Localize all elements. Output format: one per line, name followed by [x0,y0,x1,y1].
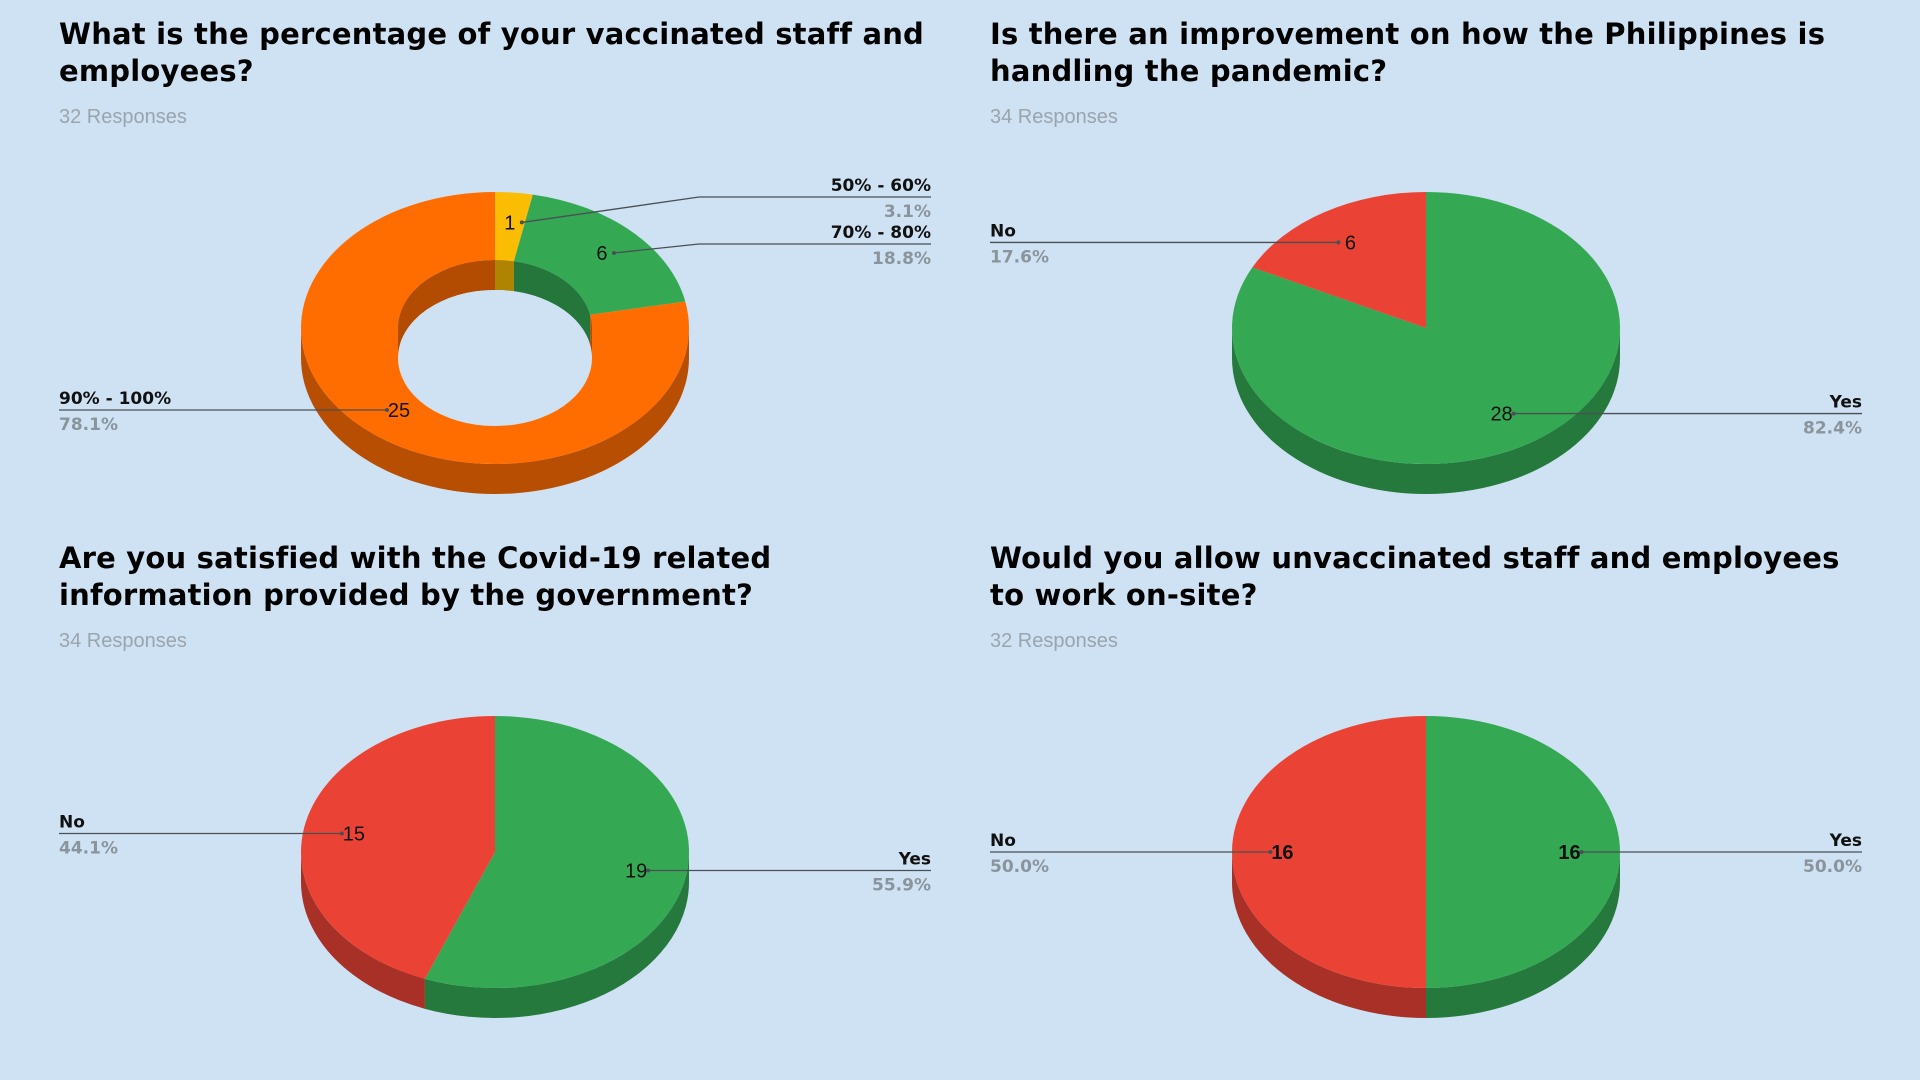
category-label: 50% - 60% [831,176,931,196]
responses-count: 32 Responses [990,630,1118,652]
responses-count: 34 Responses [990,106,1118,128]
value-label: 1 [504,212,515,234]
category-label: 70% - 80% [831,223,931,243]
chart-panel-satisfied-info: Are you satisfied with the Covid-19 rela… [59,540,959,1040]
value-label: 6 [596,243,607,265]
leader-dot [339,831,344,836]
value-label: 16 [1558,842,1580,864]
slice-side-yes [1232,328,1620,494]
slice-inner-wall-50-60 [495,260,514,292]
category-label: Yes [1829,831,1862,851]
pie-chart: 16 Yes 50.0% 16 No 50.0% [990,716,1862,1018]
slice-no [300,716,495,979]
slice-90-100 [301,192,690,464]
responses-count: 32 Responses [59,106,187,128]
value-label: 19 [625,860,647,882]
percent-label: 55.9% [872,875,931,895]
slice-no [1252,192,1426,328]
leader-line [521,196,931,224]
percent-label: 3.1% [884,202,931,222]
category-label: Yes [898,849,931,869]
leader-dot [646,868,651,873]
responses-count: 34 Responses [59,630,187,652]
slice-side-no [1232,852,1426,1018]
value-label: 16 [1271,842,1293,864]
leader-dot [385,408,390,413]
slice-50-60 [495,192,533,262]
value-label: 6 [1345,232,1356,254]
slice-inner-wall-70-80 [513,261,591,345]
slice-side-no [301,852,425,1009]
chart-title: What is the percentage of your vaccinate… [59,17,925,88]
slice-no [1232,716,1426,988]
percent-label: 17.6% [990,247,1049,267]
donut-hole [398,290,592,426]
slice-yes [1426,716,1620,988]
category-label: No [990,831,1016,851]
donut-chart: 1 50% - 60% 3.1% 6 70% - 80% 18.8% 25 90% - 100… [59,176,931,494]
percent-label: 78.1% [59,415,118,435]
percent-label: 50.0% [990,857,1049,877]
category-label: No [59,813,85,833]
category-label: 90% - 100% [59,389,171,409]
leader-dot [519,220,524,225]
percent-label: 82.4% [1803,419,1862,439]
pie-chart: 28 Yes 82.4% 6 No 17.6% [990,192,1862,494]
chart-title: Is there an improvement on how the Phili… [990,17,1826,88]
slice-side-90-100 [301,328,689,494]
leader-dot [1579,850,1584,854]
value-label: 25 [388,400,410,422]
value-label: 28 [1490,404,1512,426]
value-label: 15 [343,824,365,846]
percent-label: 18.8% [872,249,931,269]
slice-yes [424,716,689,988]
slice-70-80 [513,194,686,315]
leader-line [613,243,931,254]
percent-label: 44.1% [59,839,118,859]
leader-dot [1268,850,1273,854]
chart-panel-allow-unvaccinated: Would you allow unvaccinated staff and e… [990,540,1890,1040]
leader-dot [1511,411,1516,416]
slice-inner-wall-90-100 [590,314,592,358]
pie-chart: 19 Yes 55.9% 15 No 44.1% [59,716,931,1018]
slice-inner-wall-90-100 [398,260,495,358]
percent-label: 50.0% [1803,857,1862,877]
chart-panel-improvement: Is there an improvement on how the Phili… [990,16,1890,516]
chart-title: Are you satisfied with the Covid-19 rela… [59,541,772,612]
chart-title: Would you allow unvaccinated staff and e… [990,541,1840,612]
category-label: Yes [1829,393,1862,413]
slice-side-yes [424,852,689,1018]
leader-dot [1336,240,1341,245]
leader-dot [611,250,616,255]
slice-side-yes [1426,852,1620,1018]
chart-panel-vaccinated-percentage: What is the percentage of your vaccinate… [59,16,959,516]
category-label: No [990,221,1016,241]
